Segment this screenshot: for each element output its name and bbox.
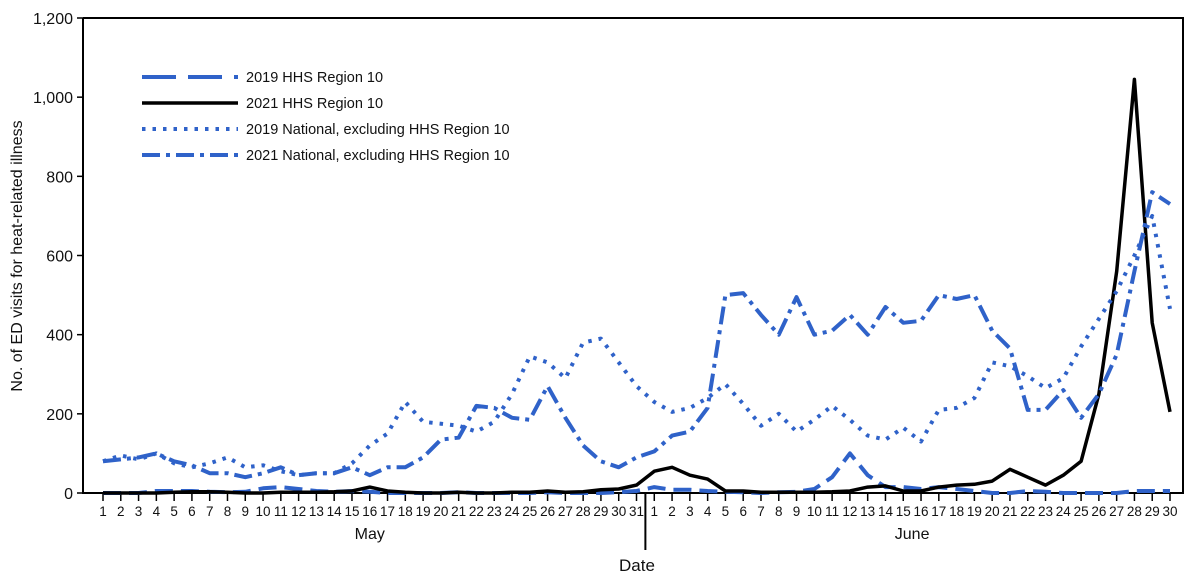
x-tick-label: 3 [686, 504, 694, 519]
x-tick-label: 29 [1145, 504, 1160, 519]
x-tick-label: 17 [931, 504, 946, 519]
series-line-1 [103, 451, 1170, 495]
x-tick-label: 7 [757, 504, 765, 519]
x-tick-label: 15 [896, 504, 911, 519]
x-tick-label: 31 [629, 504, 644, 519]
y-tick-label: 1,000 [33, 90, 73, 107]
x-tick-label: 29 [593, 504, 608, 519]
x-tick-label: 16 [362, 504, 377, 519]
x-tick-label: 22 [1020, 504, 1035, 519]
x-tick-label: 20 [985, 504, 1000, 519]
x-tick-label: 3 [135, 504, 143, 519]
x-tick-label: 28 [1127, 504, 1142, 519]
x-tick-label: 6 [739, 504, 747, 519]
x-tick-label: 9 [793, 504, 801, 519]
y-tick-label: 0 [64, 486, 73, 503]
x-tick-label: 1 [99, 504, 107, 519]
x-tick-label: 30 [611, 504, 626, 519]
series-line-3 [102, 213, 1172, 478]
x-tick-label: 13 [860, 504, 875, 519]
legend-label: 2021 National, excluding HHS Region 10 [246, 148, 510, 164]
x-tick-label: 8 [775, 504, 783, 519]
x-tick-label: 12 [291, 504, 306, 519]
x-tick-label: 6 [188, 504, 196, 519]
x-tick-label: 2 [117, 504, 125, 519]
x-axis-label: Date [619, 556, 655, 575]
x-tick-label: 30 [1162, 504, 1177, 519]
x-tick-label: 18 [398, 504, 413, 519]
x-tick-label: 26 [540, 504, 555, 519]
y-axis-label: No. of ED visits for heat-related illnes… [9, 120, 26, 391]
month-label: May [355, 526, 385, 543]
x-tick-label: 10 [256, 504, 271, 519]
legend-label: 2021 HHS Region 10 [246, 96, 383, 112]
legend-label: 2019 National, excluding HHS Region 10 [246, 122, 510, 138]
x-tick-label: 9 [242, 504, 250, 519]
y-tick-label: 400 [46, 328, 73, 345]
x-tick-label: 15 [344, 504, 359, 519]
x-tick-label: 7 [206, 504, 214, 519]
x-tick-label: 10 [807, 504, 822, 519]
x-tick-label: 5 [170, 504, 178, 519]
y-tick-label: 800 [46, 169, 73, 186]
series-line-4 [102, 190, 1172, 480]
x-tick-label: 27 [558, 504, 573, 519]
series-line-2 [103, 77, 1172, 495]
x-tick-label: 27 [1109, 504, 1124, 519]
legend: 2019 HHS Region 10 2021 HHS Region 10 2019… [142, 70, 510, 164]
x-tick-label: 11 [825, 504, 839, 519]
x-tick-label: 13 [309, 504, 324, 519]
x-tick-label: 23 [1038, 504, 1053, 519]
x-tick-label: 19 [416, 504, 431, 519]
series-lines [102, 77, 1172, 495]
y-tick-label: 200 [46, 407, 73, 424]
x-tick-label: 21 [1002, 504, 1017, 519]
y-tick-label: 1,200 [33, 11, 73, 28]
month-label: June [895, 526, 930, 543]
x-tick-label: 24 [1056, 504, 1072, 519]
x-tick-label: 8 [224, 504, 232, 519]
x-tick-label: 28 [576, 504, 591, 519]
x-tick-label: 14 [327, 504, 343, 519]
x-tick-label: 2 [668, 504, 676, 519]
x-tick-label: 26 [1091, 504, 1106, 519]
x-tick-label: 19 [967, 504, 982, 519]
y-tick-label: 600 [46, 249, 73, 266]
x-tick-label: 1 [651, 504, 659, 519]
x-tick-label: 23 [487, 504, 502, 519]
x-tick-label: 4 [704, 504, 712, 519]
x-tick-label: 14 [878, 504, 894, 519]
x-tick-label: 20 [433, 504, 448, 519]
x-tick-label: 11 [274, 504, 288, 519]
plot-frame [82, 17, 1184, 494]
x-tick-label: 24 [505, 504, 521, 519]
x-tick-label: 12 [842, 504, 857, 519]
x-tick-label: 25 [1074, 504, 1089, 519]
x-tick-label: 22 [469, 504, 484, 519]
x-tick-label: 25 [522, 504, 537, 519]
x-tick-label: 18 [949, 504, 964, 519]
x-tick-label: 5 [722, 504, 730, 519]
legend-label: 2019 HHS Region 10 [246, 70, 383, 86]
x-tick-label: 17 [380, 504, 395, 519]
x-tick-label: 21 [451, 504, 466, 519]
x-tick-label: 16 [914, 504, 929, 519]
x-tick-label: 4 [153, 504, 161, 519]
